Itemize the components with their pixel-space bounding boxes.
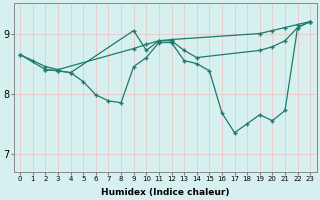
X-axis label: Humidex (Indice chaleur): Humidex (Indice chaleur) (101, 188, 229, 197)
